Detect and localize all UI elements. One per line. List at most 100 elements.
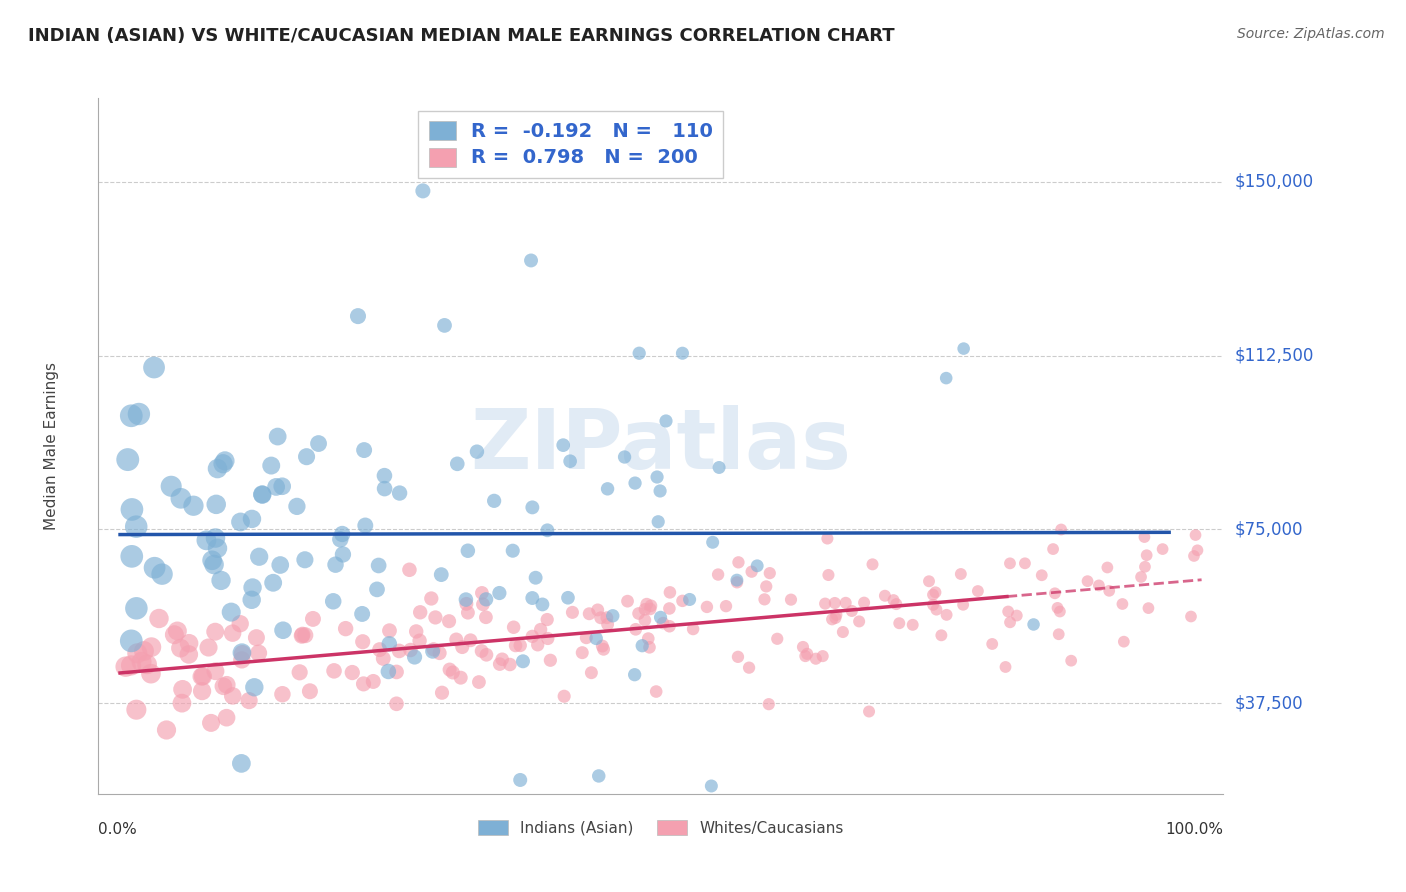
Text: $37,500: $37,500 [1234,695,1303,713]
Point [647,515,669,529]
Point [430,567,453,582]
Point [148,611,170,625]
Point [468,675,491,690]
Point [1112,634,1135,648]
Point [634,613,657,627]
Point [747,558,769,573]
Point [754,592,776,607]
Point [588,769,610,783]
Point [1077,574,1099,589]
Point [901,617,924,632]
Point [475,592,498,607]
Point [207,541,229,556]
Point [404,650,426,665]
Point [125,601,148,615]
Point [308,436,330,450]
Point [354,518,377,533]
Point [1111,597,1133,611]
Point [1060,654,1083,668]
Point [586,603,609,617]
Point [215,711,238,725]
Point [191,684,214,698]
Point [488,586,510,600]
Point [862,558,884,572]
Point [460,633,482,648]
Point [429,646,451,660]
Point [824,611,846,625]
Point [935,607,957,622]
Point [558,454,581,468]
Point [388,644,411,658]
Point [578,607,600,621]
Point [377,665,399,679]
Point [266,429,288,443]
Point [1049,605,1071,619]
Point [1088,578,1111,592]
Point [592,642,614,657]
Text: Median Male Earnings: Median Male Earnings [44,362,59,530]
Point [589,611,612,625]
Point [405,624,427,639]
Point [536,524,558,538]
Point [209,574,232,588]
Point [271,479,294,493]
Point [456,597,478,611]
Point [451,640,474,654]
Point [125,703,148,717]
Point [585,632,607,646]
Point [700,779,723,793]
Point [399,643,422,657]
Point [245,631,267,645]
Point [195,533,218,548]
Point [139,666,162,681]
Text: ZIPatlas: ZIPatlas [471,406,851,486]
Point [727,555,749,569]
Point [353,677,375,691]
Point [581,665,603,680]
Point [755,579,778,593]
Point [824,596,846,610]
Point [825,607,848,622]
Point [366,582,388,597]
Point [628,346,651,360]
Point [120,658,142,673]
Point [204,665,226,679]
Point [430,686,453,700]
Point [522,500,544,515]
Point [441,665,464,680]
Point [623,667,645,681]
Point [352,634,374,648]
Point [352,607,374,621]
Point [738,661,761,675]
Point [202,558,225,572]
Point [571,646,593,660]
Point [291,629,314,643]
Point [531,598,554,612]
Point [114,659,136,673]
Point [177,636,200,650]
Point [420,591,443,606]
Point [509,639,531,653]
Point [766,632,789,646]
Point [212,457,235,471]
Point [526,638,548,652]
Point [197,640,219,655]
Text: Source: ZipAtlas.com: Source: ZipAtlas.com [1237,27,1385,41]
Point [616,594,638,608]
Point [191,669,214,683]
Point [638,602,661,616]
Point [796,647,818,661]
Point [502,620,524,634]
Point [422,642,444,657]
Point [160,479,183,493]
Point [242,581,264,595]
Point [136,657,159,672]
Point [117,452,139,467]
Point [998,615,1021,630]
Point [385,697,408,711]
Point [952,342,974,356]
Point [125,519,148,533]
Point [652,616,675,631]
Point [143,360,166,375]
Point [522,629,544,643]
